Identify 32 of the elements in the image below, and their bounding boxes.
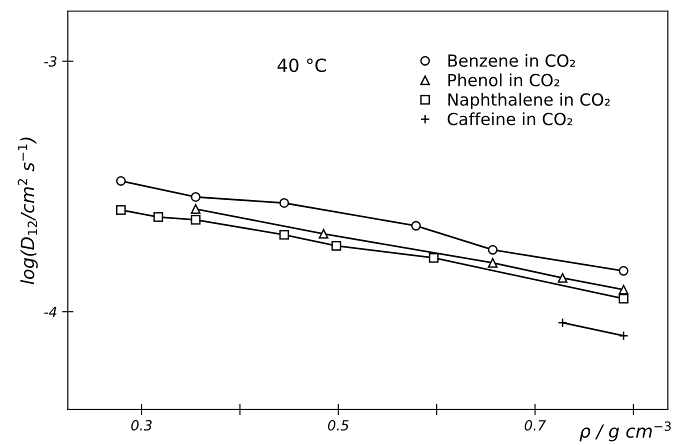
point (318, 228, 328, 239)
y-axis-title: log(D$_{12}$/cm$^{2}$ s$^{−1}$) (18, 138, 38, 284)
legend-label: Benzene in CO₂ (448, 54, 576, 67)
legend-label: Phenol in CO₂ (448, 73, 560, 86)
x-tick-label: 0.3 (131, 420, 152, 431)
x-axis-title: ρ / g cm$^{−3}$ (580, 421, 671, 442)
point (488, 244, 498, 255)
y-tick-label: -4 (44, 306, 56, 317)
point (116, 176, 126, 186)
point (618, 284, 628, 295)
point (190, 192, 201, 202)
y-tick-label: -3 (44, 56, 56, 67)
point (428, 252, 439, 263)
point (279, 198, 290, 208)
x-tick-label: 0.7 (524, 420, 546, 431)
point (618, 266, 628, 276)
x-tick-label: 0.5 (328, 420, 349, 431)
legend-label: Naphthalene in CO₂ (448, 92, 610, 110)
point (331, 240, 342, 251)
point (153, 212, 164, 222)
point (558, 318, 568, 328)
point (411, 220, 421, 231)
point (279, 230, 290, 240)
point (190, 214, 201, 225)
point (618, 330, 628, 341)
point (116, 205, 126, 215)
point (618, 294, 628, 304)
annotation: 40 °C (278, 58, 326, 72)
point (190, 204, 201, 214)
legend-label: Caffeine in CO₂ (448, 112, 572, 126)
point (488, 258, 498, 268)
point (558, 273, 568, 283)
